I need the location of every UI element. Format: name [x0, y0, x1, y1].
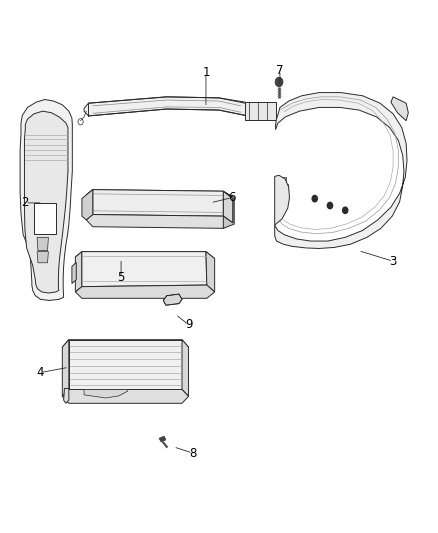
Circle shape	[188, 207, 193, 212]
Text: 8: 8	[189, 447, 197, 459]
Polygon shape	[62, 340, 188, 354]
Polygon shape	[182, 340, 188, 397]
Bar	[277, 184, 288, 193]
Polygon shape	[86, 190, 93, 220]
Polygon shape	[93, 190, 223, 216]
Polygon shape	[275, 175, 290, 225]
Circle shape	[343, 207, 348, 214]
Polygon shape	[82, 190, 93, 220]
Text: 5: 5	[117, 271, 125, 284]
Ellipse shape	[98, 264, 135, 274]
Text: 1: 1	[202, 67, 210, 79]
Circle shape	[46, 295, 50, 300]
Polygon shape	[82, 252, 207, 287]
Polygon shape	[62, 390, 188, 403]
Text: 9: 9	[185, 318, 192, 332]
Text: 6: 6	[228, 191, 236, 204]
Polygon shape	[86, 190, 233, 203]
Bar	[275, 177, 286, 187]
Polygon shape	[62, 340, 69, 397]
Polygon shape	[275, 93, 407, 248]
Circle shape	[149, 207, 154, 212]
Circle shape	[312, 196, 318, 202]
Polygon shape	[20, 100, 72, 301]
Text: 3: 3	[389, 255, 397, 268]
Circle shape	[275, 77, 283, 87]
Polygon shape	[37, 252, 48, 263]
Polygon shape	[84, 390, 127, 398]
Polygon shape	[69, 340, 182, 390]
Ellipse shape	[143, 264, 180, 274]
Polygon shape	[72, 262, 76, 284]
Polygon shape	[25, 111, 68, 293]
Polygon shape	[245, 102, 276, 120]
Polygon shape	[391, 97, 408, 120]
Circle shape	[110, 207, 115, 212]
Circle shape	[123, 365, 127, 370]
Polygon shape	[75, 252, 82, 292]
Text: 4: 4	[37, 366, 44, 379]
Circle shape	[327, 203, 332, 209]
Polygon shape	[223, 191, 234, 228]
Text: 7: 7	[276, 64, 284, 77]
Text: 2: 2	[21, 196, 29, 209]
Polygon shape	[159, 436, 166, 442]
Polygon shape	[75, 252, 215, 262]
Polygon shape	[163, 294, 182, 305]
Polygon shape	[84, 97, 254, 119]
Polygon shape	[75, 285, 215, 298]
Polygon shape	[34, 203, 56, 233]
Polygon shape	[86, 215, 233, 228]
Polygon shape	[64, 389, 69, 403]
Polygon shape	[223, 191, 233, 223]
Polygon shape	[37, 237, 48, 251]
Polygon shape	[206, 252, 215, 292]
